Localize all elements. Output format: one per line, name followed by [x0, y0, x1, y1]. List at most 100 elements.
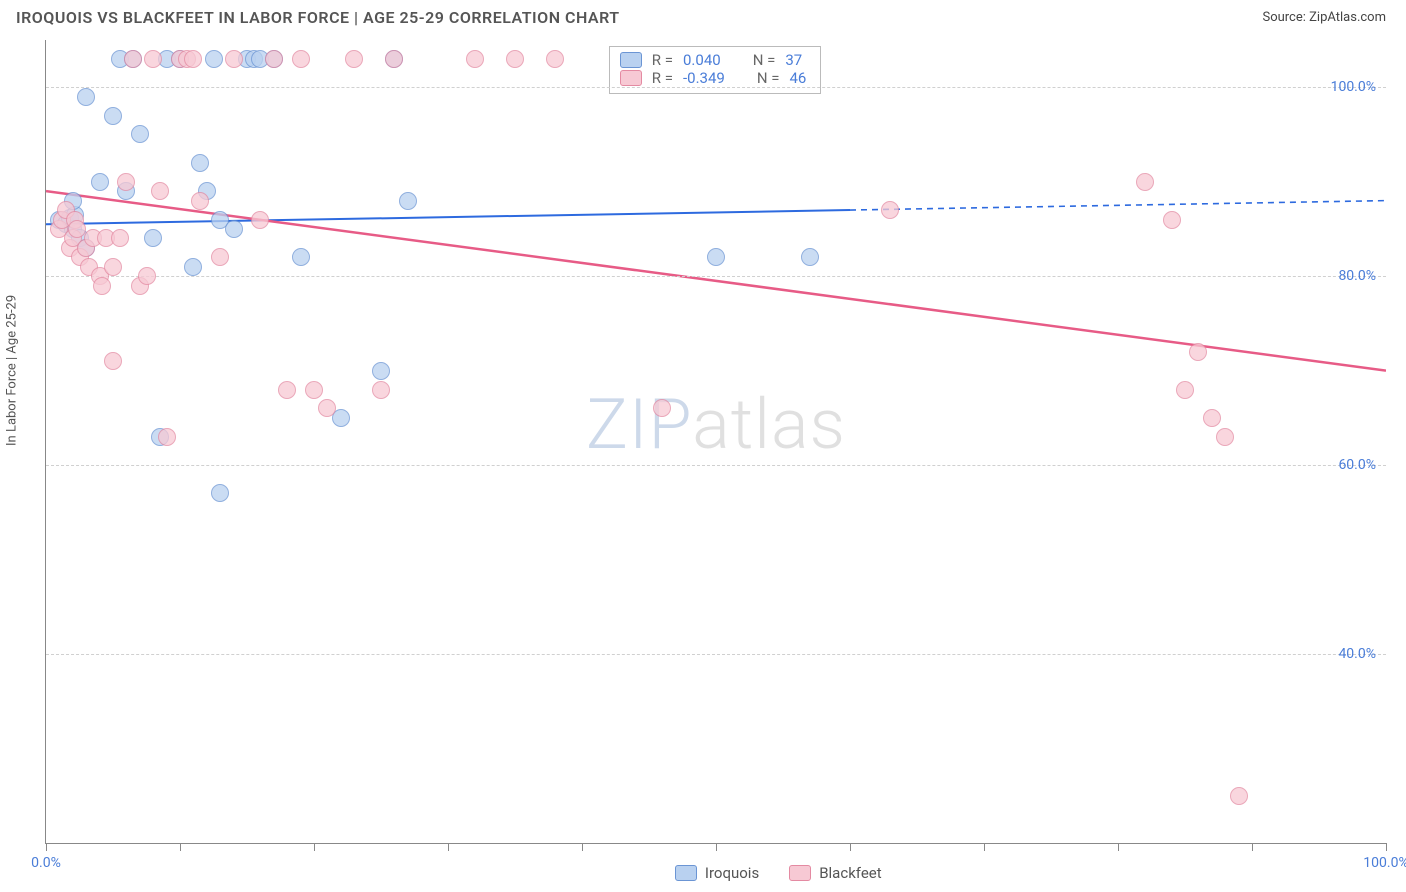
- legend-n-label: N =: [753, 51, 776, 69]
- series-legend: Iroquois Blackfeet: [675, 864, 882, 882]
- scatter-point-blackfeet: [372, 381, 390, 399]
- scatter-point-iroquois: [801, 248, 819, 266]
- trend-lines-layer: [46, 40, 1386, 843]
- y-tick-label: 80.0%: [1338, 268, 1376, 284]
- scatter-point-iroquois: [144, 229, 162, 247]
- scatter-point-iroquois: [372, 362, 390, 380]
- scatter-point-iroquois: [707, 248, 725, 266]
- x-tick: [850, 843, 851, 851]
- x-tick: [46, 843, 47, 851]
- scatter-point-blackfeet: [318, 399, 336, 417]
- legend-n-label: N =: [757, 69, 780, 87]
- scatter-point-blackfeet: [506, 50, 524, 68]
- scatter-point-blackfeet: [1230, 787, 1248, 805]
- legend-row: R = 0.040 N = 37: [620, 51, 807, 69]
- scatter-point-iroquois: [205, 50, 223, 68]
- x-tick: [448, 843, 449, 851]
- scatter-point-blackfeet: [191, 192, 209, 210]
- legend-r-label: R =: [652, 51, 673, 69]
- scatter-point-iroquois: [225, 220, 243, 238]
- chart-title: IROQUOIS VS BLACKFEET IN LABOR FORCE | A…: [16, 8, 620, 27]
- legend-swatch: [789, 865, 811, 881]
- x-tick: [1252, 843, 1253, 851]
- legend-r-value: 0.040: [683, 51, 721, 69]
- scatter-point-blackfeet: [93, 277, 111, 295]
- legend-row: R = -0.349 N = 46: [620, 69, 807, 87]
- scatter-point-iroquois: [77, 88, 95, 106]
- legend-n-value: 37: [785, 51, 802, 69]
- scatter-point-blackfeet: [151, 182, 169, 200]
- scatter-point-blackfeet: [1176, 381, 1194, 399]
- scatter-plot-area: ZIPatlas R = 0.040 N = 37 R = -0.349 N = 46 40.…: [45, 40, 1386, 844]
- x-tick: [1386, 843, 1387, 851]
- x-tick: [314, 843, 315, 851]
- y-tick-label: 60.0%: [1338, 457, 1376, 473]
- chart-source: Source: ZipAtlas.com: [1262, 10, 1386, 25]
- gridline-h: [46, 654, 1386, 655]
- scatter-point-blackfeet: [111, 229, 129, 247]
- x-tick-label: 100.0%: [1363, 855, 1406, 871]
- legend-item: Iroquois: [675, 864, 759, 882]
- y-tick-label: 40.0%: [1338, 646, 1376, 662]
- scatter-point-blackfeet: [653, 399, 671, 417]
- scatter-point-iroquois: [211, 484, 229, 502]
- scatter-point-iroquois: [184, 258, 202, 276]
- scatter-point-iroquois: [131, 125, 149, 143]
- scatter-point-blackfeet: [278, 381, 296, 399]
- legend-label: Iroquois: [705, 864, 759, 882]
- scatter-point-blackfeet: [1203, 409, 1221, 427]
- scatter-point-iroquois: [399, 192, 417, 210]
- scatter-point-blackfeet: [211, 248, 229, 266]
- scatter-point-blackfeet: [104, 352, 122, 370]
- scatter-point-blackfeet: [345, 50, 363, 68]
- x-tick: [984, 843, 985, 851]
- chart-header: IROQUOIS VS BLACKFEET IN LABOR FORCE | A…: [0, 0, 1406, 35]
- scatter-point-blackfeet: [124, 50, 142, 68]
- y-tick-label: 100.0%: [1331, 79, 1376, 95]
- scatter-point-blackfeet: [1189, 343, 1207, 361]
- legend-label: Blackfeet: [819, 864, 881, 882]
- scatter-point-blackfeet: [104, 258, 122, 276]
- scatter-point-blackfeet: [138, 267, 156, 285]
- scatter-point-iroquois: [191, 154, 209, 172]
- gridline-h: [46, 276, 1386, 277]
- scatter-point-blackfeet: [466, 50, 484, 68]
- scatter-point-blackfeet: [1216, 428, 1234, 446]
- legend-r-value: -0.349: [683, 69, 725, 87]
- trend-line-blackfeet: [46, 191, 1386, 370]
- gridline-h: [46, 465, 1386, 466]
- scatter-point-blackfeet: [385, 50, 403, 68]
- scatter-point-blackfeet: [265, 50, 283, 68]
- scatter-point-blackfeet: [184, 50, 202, 68]
- watermark-text: ZIPatlas: [586, 384, 846, 466]
- scatter-point-blackfeet: [117, 173, 135, 191]
- x-tick: [180, 843, 181, 851]
- scatter-point-iroquois: [292, 248, 310, 266]
- scatter-point-blackfeet: [225, 50, 243, 68]
- trend-line-iroquois-dashed: [850, 201, 1386, 210]
- legend-n-value: 46: [789, 69, 806, 87]
- scatter-point-iroquois: [91, 173, 109, 191]
- legend-r-label: R =: [652, 69, 673, 87]
- scatter-point-blackfeet: [1136, 173, 1154, 191]
- x-tick: [1118, 843, 1119, 851]
- scatter-point-blackfeet: [68, 220, 86, 238]
- scatter-point-iroquois: [104, 107, 122, 125]
- x-tick: [582, 843, 583, 851]
- scatter-point-blackfeet: [292, 50, 310, 68]
- scatter-point-blackfeet: [1163, 211, 1181, 229]
- scatter-point-blackfeet: [881, 201, 899, 219]
- scatter-point-blackfeet: [546, 50, 564, 68]
- y-axis-label: In Labor Force | Age 25-29: [5, 295, 20, 446]
- scatter-point-blackfeet: [158, 428, 176, 446]
- legend-swatch: [620, 70, 642, 86]
- scatter-point-blackfeet: [305, 381, 323, 399]
- x-tick-label: 0.0%: [31, 855, 61, 871]
- gridline-h: [46, 87, 1386, 88]
- scatter-point-blackfeet: [144, 50, 162, 68]
- trend-line-iroquois: [46, 210, 850, 224]
- legend-swatch: [675, 865, 697, 881]
- x-tick: [716, 843, 717, 851]
- scatter-point-blackfeet: [251, 211, 269, 229]
- legend-swatch: [620, 52, 642, 68]
